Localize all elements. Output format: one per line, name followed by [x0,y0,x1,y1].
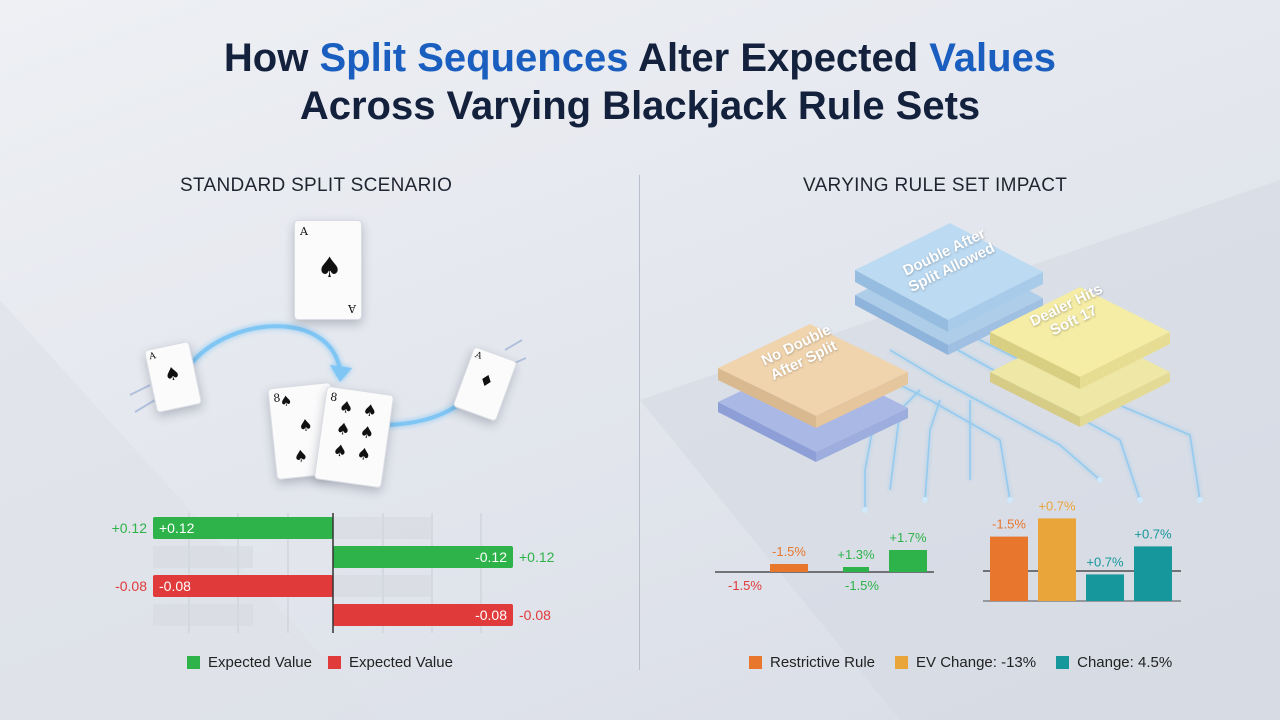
bar-orange [990,536,1028,601]
title-segment: Values [929,36,1057,80]
spade-icon: ♠ [355,443,373,465]
legend-swatch-orange [749,656,762,669]
bar-top-label: -1.5% [992,517,1026,532]
legend-label: Expected Value [208,654,312,671]
section-divider [639,175,640,670]
block-double-after-split-allowed [855,223,1043,320]
bar-bottom-label: -0.2% [1040,607,1074,610]
bar-bottom-label: +0.7% [1086,607,1124,610]
block-no-double-after-split [718,324,908,416]
spade-icon: ♠ [358,421,376,443]
spade-icon: ♠ [292,445,309,467]
bar-outer-label: -0.08 [519,607,551,623]
spade-icon: ♠ [317,251,343,284]
left-section-title: STANDARD SPLIT SCENARIO [180,175,453,196]
bar-green [889,550,927,572]
bar-bottom-label: -0.7% [1136,607,1170,610]
legend-swatch-red [327,656,341,669]
baseline-label: -1.5% [845,578,879,593]
bar-top-label: -1.5% [772,544,806,559]
bar-inner-label: -0.12 [475,549,507,565]
bar-shadow [153,546,253,568]
title-segment: How [223,36,320,80]
spade-icon: ♠ [297,415,314,436]
bar-green [333,546,513,568]
bar-top-label: +0.7% [1038,498,1076,513]
bar-teal [1086,574,1124,601]
playing-card-top-ace: A ♠ A [294,220,362,320]
card-rank: A [348,302,356,315]
playing-card-eight-front: 8 ♠ ♠ ♠ ♠ ♠ ♠ [313,385,395,489]
right-legend: Restrictive Rule EV Change: -13% Change:… [749,654,1172,671]
bar-inner-label: -0.08 [475,607,507,623]
diamond-icon: ♦ [476,369,497,393]
card-rank: A [300,225,308,238]
bar-green [153,517,333,539]
legend-label: Expected Value [348,654,453,671]
bar-shadow [333,517,433,539]
right-section-title: VARYING RULE SET IMPACT [803,175,1068,196]
bar-inner-label: +0.12 [159,520,195,536]
bar-amber [1038,518,1076,601]
bar-orange [770,564,808,572]
bar-outer-label: +0.12 [519,549,555,565]
legend-label: EV Change: -13% [916,654,1037,671]
spade-icon: ♠ [279,393,294,411]
title-line-1: How Split Sequences Alter Expected Value… [0,34,1280,82]
bar-green [843,567,869,572]
bar-top-label: +1.7% [889,530,927,545]
spade-icon: ♠ [331,440,349,462]
bar-shadow [153,604,253,626]
bar-outer-label: +0.12 [112,520,148,536]
bar-shadow [333,575,433,597]
card-rank: A [148,351,157,363]
title-segment: Split Sequences [319,36,629,80]
legend-label: Change: 4.5% [1077,654,1173,671]
spade-icon: ♠ [361,400,379,421]
bar-red [153,575,333,597]
bar-inner-label: -0.08 [159,578,191,594]
title-segment: Alter Expected [628,36,930,80]
legend-label: Restrictive Rule [770,654,876,671]
rule-impact-bar-charts: -1.5% +1.3% +1.7% -1.5% -1.5% -1.5% -0.5% +0.7%… [715,498,1181,610]
card-rank: A [473,350,484,362]
legend-swatch-amber [895,656,909,669]
bar-bottom-label: -0.5% [992,607,1026,610]
spade-icon: ♠ [162,362,183,387]
bar-red [333,604,513,626]
rule-set-diagram [718,223,1203,513]
card-rank: 8 [329,390,339,405]
bar-teal [1134,546,1172,601]
legend-swatch-green [187,656,200,669]
title-line-2: Across Varying Blackjack Rule Sets [299,84,981,128]
bar-outer-label: -0.08 [115,578,147,594]
bar-top-label: +1.3% [837,547,875,562]
left-legend: Expected Value Expected Value [187,654,453,671]
split-ev-bar-chart: +0.12 +0.12 -0.12 +0.12 -0.08 -0.08 -0.08 -0.08 [112,513,555,633]
bar-top-label: +0.7% [1086,554,1124,569]
page-title: How Split Sequences Alter Expected Value… [0,34,1280,130]
legend-swatch-teal [1056,656,1070,669]
spade-icon: ♠ [334,418,352,440]
baseline-label: -1.5% [728,578,762,593]
spade-icon: ♠ [337,396,355,418]
bar-top-label: +0.7% [1134,526,1172,541]
